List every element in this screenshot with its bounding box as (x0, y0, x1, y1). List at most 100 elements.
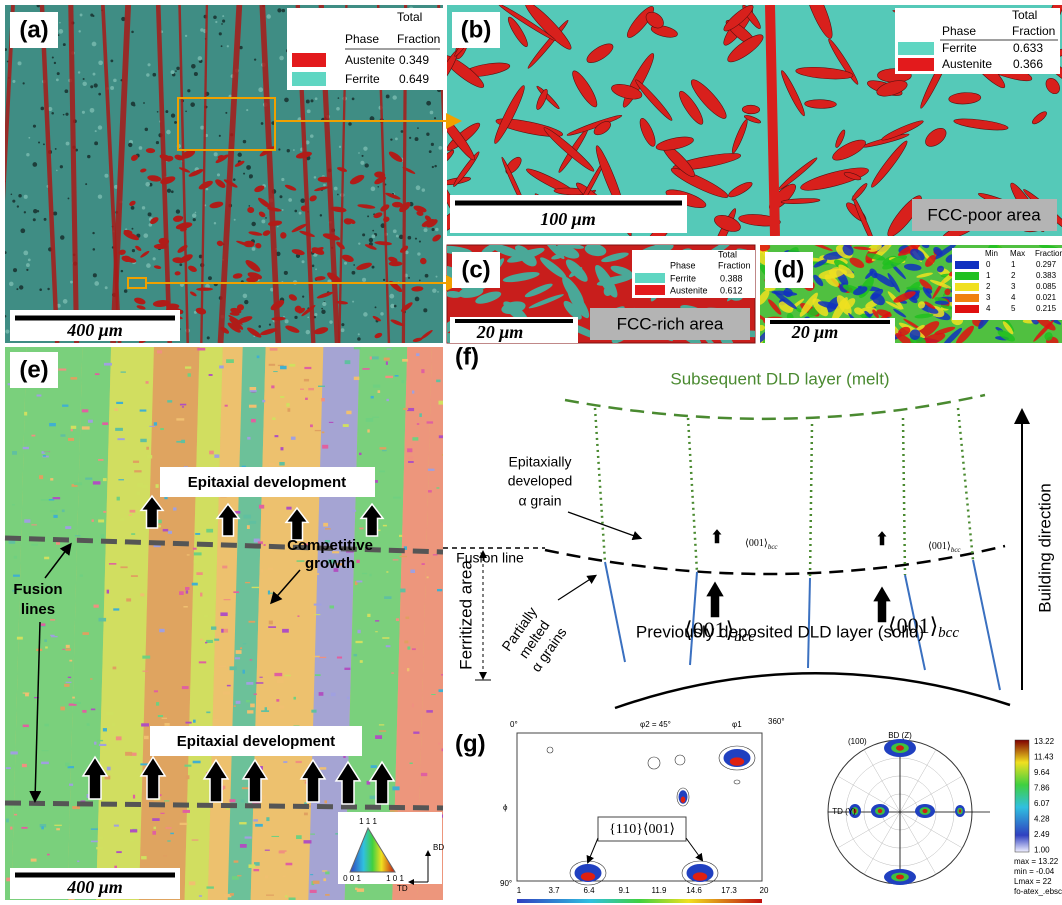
texture (164, 800, 170, 802)
texture (430, 142, 434, 146)
texture (308, 387, 315, 391)
grain (178, 167, 191, 173)
texture (164, 497, 168, 500)
texture (81, 409, 89, 413)
grain (866, 253, 886, 261)
grain (864, 310, 871, 318)
texture (94, 130, 97, 133)
grain (118, 249, 126, 255)
legend-cell: Austenite (942, 57, 992, 71)
legend-cell: 0.085 (1036, 282, 1057, 291)
texture (129, 840, 135, 842)
texture (153, 422, 158, 426)
grain (494, 85, 525, 144)
grain (134, 297, 146, 305)
pointer (270, 569, 301, 605)
texture (125, 751, 133, 756)
annotation: growth (305, 555, 355, 572)
texture (218, 32, 222, 36)
texture (253, 538, 260, 543)
pole-density (958, 809, 962, 813)
texture (292, 149, 295, 151)
fusion-line (544, 544, 1006, 576)
texture (170, 832, 174, 835)
texture (359, 452, 362, 456)
texture (170, 70, 175, 75)
texture (437, 291, 439, 293)
grain (160, 176, 176, 185)
texture (389, 293, 395, 299)
legend-header: Total (1012, 8, 1037, 22)
texture (429, 110, 434, 115)
texture (244, 299, 249, 305)
texture (261, 795, 266, 799)
texture (69, 280, 73, 284)
texture (394, 374, 399, 377)
grain (760, 324, 766, 332)
texture (243, 172, 246, 175)
texture (60, 706, 65, 711)
texture (274, 435, 279, 438)
growth-arrow (139, 755, 167, 800)
grain (317, 176, 332, 183)
grain (909, 329, 921, 340)
annotation: Epitaxial development (188, 474, 346, 491)
texture (385, 94, 390, 99)
matrix (563, 300, 582, 320)
texture (147, 63, 151, 67)
texture (10, 193, 13, 196)
texture (242, 293, 248, 299)
texture (192, 218, 196, 222)
swatch (292, 72, 326, 86)
texture (418, 240, 422, 243)
grain (421, 218, 435, 227)
grain (189, 291, 197, 297)
grain (914, 313, 934, 319)
label-box (10, 352, 58, 388)
texture (210, 626, 217, 630)
texture (384, 596, 392, 600)
texture (79, 574, 83, 577)
grain (955, 325, 974, 343)
grain (731, 119, 748, 154)
grain (670, 167, 729, 198)
texture (81, 110, 85, 114)
texture (130, 752, 137, 756)
texture (420, 772, 428, 777)
texture (408, 456, 414, 460)
texture (176, 440, 183, 443)
texture (198, 661, 207, 664)
colorbar-label: 11.9 (652, 886, 668, 895)
texture (367, 613, 371, 617)
texture (431, 693, 436, 696)
texture (321, 431, 325, 434)
texture (70, 377, 78, 380)
texture (181, 686, 189, 690)
texture (218, 665, 226, 668)
texture (441, 673, 443, 676)
grain (259, 146, 275, 157)
texture (114, 865, 118, 869)
grain (942, 327, 963, 343)
ipf-triangle (349, 826, 396, 873)
texture (49, 509, 58, 513)
dendrite (765, 5, 780, 236)
texture (62, 299, 68, 304)
texture (48, 498, 55, 501)
texture (260, 122, 264, 125)
grain (129, 200, 136, 206)
texture (251, 221, 256, 227)
texture (240, 799, 245, 803)
texture (319, 767, 327, 770)
texture (222, 565, 228, 569)
grain (130, 154, 139, 161)
odf-contour (674, 754, 686, 766)
texture (414, 237, 418, 240)
texture (6, 60, 9, 63)
texture (196, 572, 203, 576)
texture (239, 844, 247, 848)
texture (94, 741, 97, 745)
texture (53, 211, 58, 216)
grain (346, 218, 356, 224)
grain (611, 84, 643, 100)
